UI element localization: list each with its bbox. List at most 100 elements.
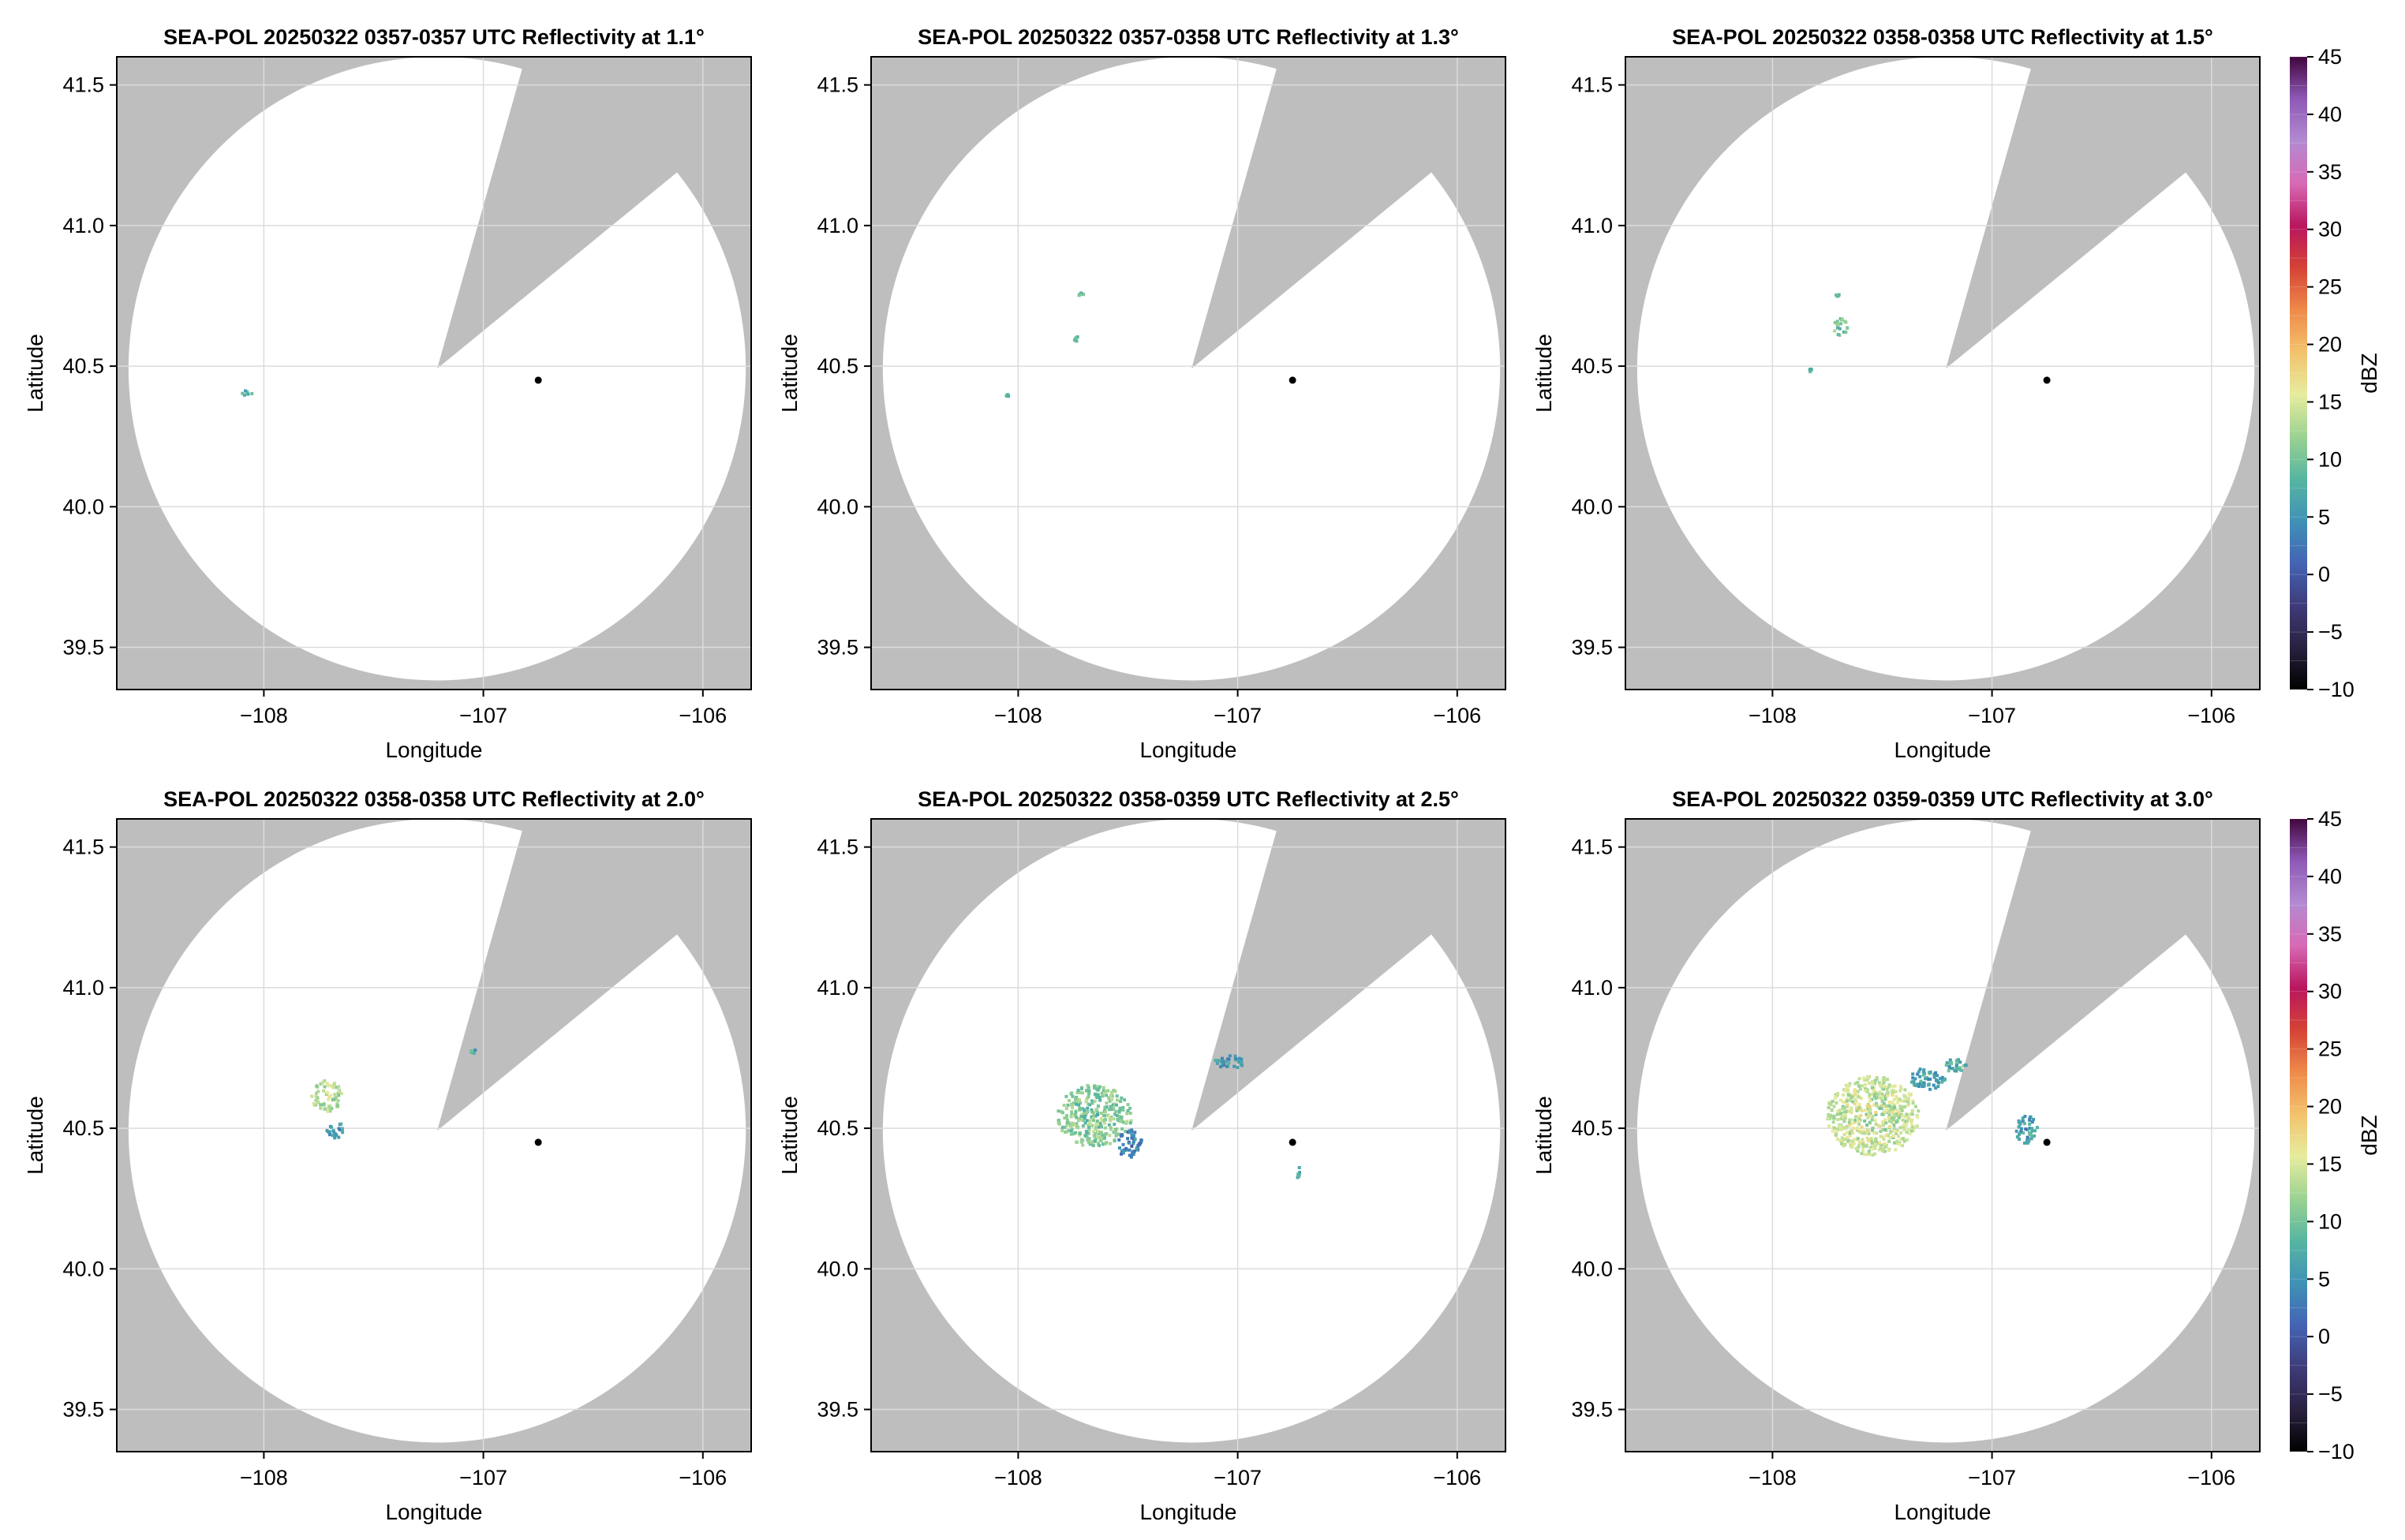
echo-pixel xyxy=(1857,1115,1861,1119)
echo-pixel xyxy=(330,1125,333,1129)
y-tick-label: 41.5 xyxy=(817,73,858,97)
echo-pixel xyxy=(1891,1093,1894,1097)
radar-site-marker xyxy=(534,1138,542,1146)
colorbar-tick-label: 15 xyxy=(2318,390,2342,413)
echo-pixel xyxy=(1882,1087,1886,1091)
echo-pixel xyxy=(1835,1131,1838,1134)
echo-pixel xyxy=(1093,1099,1097,1103)
reflectivity-echo xyxy=(1826,1075,1921,1157)
echo-pixel xyxy=(1075,1090,1079,1094)
echo-pixel xyxy=(2028,1122,2032,1126)
echo-pixel xyxy=(1846,326,1850,330)
colorbar-tick-label: −5 xyxy=(2318,620,2343,644)
echo-pixel xyxy=(1079,1112,1083,1116)
echo-pixel xyxy=(1079,1115,1083,1119)
radar-site-marker xyxy=(2043,1138,2051,1146)
colorbar-tick-label: 0 xyxy=(2318,1325,2330,1348)
echo-pixel xyxy=(1881,1147,1884,1151)
echo-pixel xyxy=(1856,1090,1860,1093)
echo-pixel xyxy=(1878,1141,1882,1145)
echo-pixel xyxy=(1848,1131,1851,1135)
x-tick-label: −106 xyxy=(679,1466,727,1490)
echo-pixel xyxy=(1126,1109,1130,1112)
echo-pixel xyxy=(1857,1119,1861,1123)
echo-pixel xyxy=(1091,1143,1095,1147)
echo-pixel xyxy=(1094,1092,1098,1096)
colorbar-tick-label: 40 xyxy=(2318,103,2342,126)
reflectivity-echo xyxy=(1910,1067,1947,1091)
echo-pixel xyxy=(1093,1134,1097,1138)
echo-pixel xyxy=(1902,1139,1906,1143)
echo-pixel xyxy=(1071,1122,1075,1126)
echo-pixel xyxy=(1861,1138,1865,1142)
echo-pixel xyxy=(1832,1126,1836,1130)
echo-pixel xyxy=(1888,1125,1892,1128)
echo-pixel xyxy=(1094,1125,1098,1129)
radar-coverage-area xyxy=(882,819,1501,1443)
echo-pixel xyxy=(1865,1130,1868,1134)
echo-pixel xyxy=(335,1086,338,1090)
echo-pixel xyxy=(2017,1119,2021,1123)
echo-pixel xyxy=(1883,1127,1887,1131)
y-tick-label: 41.5 xyxy=(1571,73,1613,97)
echo-pixel xyxy=(1082,293,1086,297)
echo-pixel xyxy=(1225,1064,1229,1068)
echo-pixel xyxy=(1086,1106,1090,1110)
echo-pixel xyxy=(1844,1113,1847,1117)
y-axis-label: Latitude xyxy=(1532,1096,1556,1175)
echo-pixel xyxy=(1847,1084,1851,1088)
y-tick-label: 40.5 xyxy=(817,1116,858,1140)
echo-pixel xyxy=(2021,1116,2025,1120)
echo-pixel xyxy=(1841,1105,1845,1108)
colorbar-tick-label: 0 xyxy=(2318,563,2330,586)
echo-pixel xyxy=(1128,1131,1132,1134)
echo-pixel xyxy=(2028,1127,2032,1130)
echo-pixel xyxy=(1096,1111,1100,1115)
echo-pixel xyxy=(1881,1128,1885,1131)
echo-pixel xyxy=(1240,1057,1243,1061)
echo-pixel xyxy=(1849,1118,1853,1122)
echo-pixel xyxy=(1865,1090,1869,1094)
echo-pixel xyxy=(1915,1114,1919,1117)
echo-pixel xyxy=(1129,1119,1133,1123)
echo-pixel xyxy=(1081,1138,1085,1142)
echo-pixel xyxy=(1867,1132,1871,1135)
echo-pixel xyxy=(1085,1097,1089,1101)
echo-pixel xyxy=(1236,1066,1240,1070)
echo-pixel xyxy=(333,1136,337,1140)
echo-pixel xyxy=(327,1097,331,1101)
echo-pixel xyxy=(1124,1146,1128,1150)
echo-pixel xyxy=(1922,1084,1926,1088)
y-axis-label: Latitude xyxy=(777,1096,802,1175)
echo-pixel xyxy=(1122,1148,1126,1152)
echo-pixel xyxy=(1088,1142,1092,1146)
echo-pixel xyxy=(1857,1144,1861,1147)
echo-pixel xyxy=(1120,1127,1124,1131)
echo-pixel xyxy=(1113,1129,1117,1133)
panel-3: −108 −107 −106 41.5 41.0 40.5 40.0 39.5 SEA-POL … xyxy=(1532,25,2261,762)
echo-pixel xyxy=(1894,1120,1898,1124)
echo-pixel xyxy=(2022,1119,2025,1123)
colorbar-gradient xyxy=(2290,819,2307,1452)
echo-pixel xyxy=(1851,1127,1855,1131)
echo-pixel xyxy=(1954,1061,1958,1065)
echo-pixel xyxy=(1909,1121,1913,1125)
echo-pixel xyxy=(329,1084,332,1088)
echo-pixel xyxy=(1873,1078,1877,1082)
echo-pixel xyxy=(1087,1131,1090,1135)
echo-pixel xyxy=(1911,1108,1915,1112)
echo-pixel xyxy=(1842,1144,1846,1148)
x-tick-label: −106 xyxy=(2187,1466,2235,1490)
echo-pixel xyxy=(1853,1102,1857,1106)
echo-pixel xyxy=(1846,1135,1850,1139)
echo-pixel xyxy=(1958,1060,1962,1064)
echo-pixel xyxy=(1873,1146,1877,1150)
echo-pixel xyxy=(1109,1142,1112,1146)
echo-pixel xyxy=(1857,1123,1861,1126)
echo-pixel xyxy=(2014,1129,2018,1133)
echo-pixel xyxy=(1097,1087,1101,1091)
echo-pixel xyxy=(1900,1108,1904,1112)
x-tick-label: −107 xyxy=(1968,704,2016,727)
echo-pixel xyxy=(1864,1082,1868,1086)
echo-pixel xyxy=(1105,1105,1109,1109)
